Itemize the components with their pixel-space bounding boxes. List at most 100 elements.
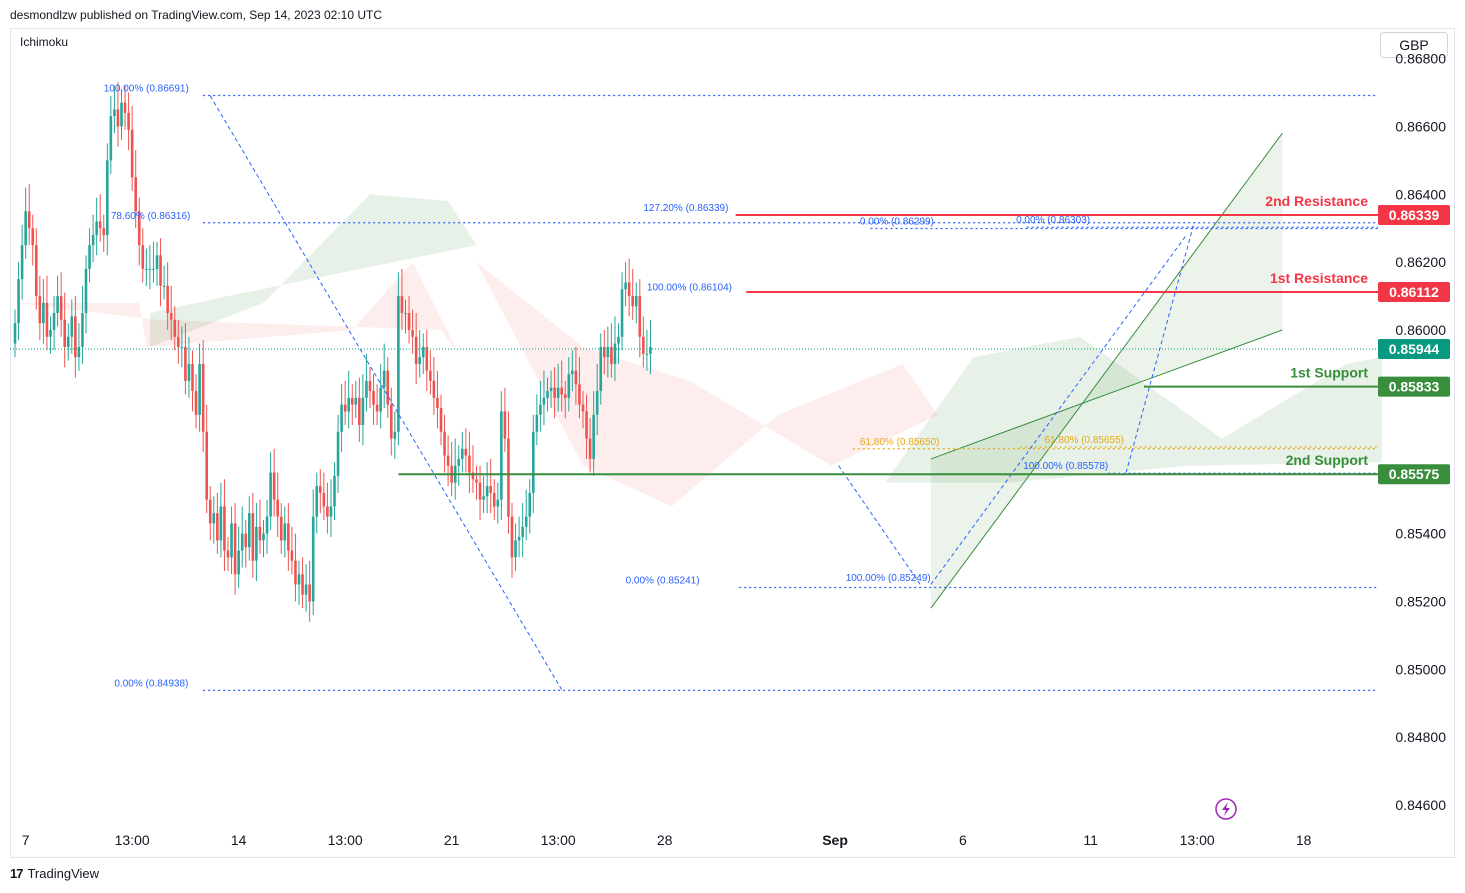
candle (180, 326, 184, 368)
candle-body (333, 475, 336, 507)
candle-body (610, 346, 613, 364)
candle (368, 367, 372, 409)
candle (91, 214, 95, 263)
candle-body (482, 496, 485, 500)
candle (38, 275, 42, 341)
candle-body (553, 387, 556, 398)
candle (106, 143, 109, 256)
candle (535, 394, 539, 446)
candle (340, 384, 343, 453)
candle-body (425, 346, 429, 371)
candle-body (638, 296, 642, 337)
y-tick-label: 0.86400 (1395, 186, 1446, 202)
fib-label: 0.00% (0.86299) (860, 217, 934, 228)
candle-body (237, 550, 240, 575)
ichimoku-cloud-bear-2 (476, 262, 938, 507)
candle (212, 496, 216, 544)
candle (556, 363, 560, 412)
candle-body (216, 513, 219, 541)
y-tick-label: 0.85000 (1395, 661, 1446, 677)
candle-body (152, 268, 155, 270)
candle-body (251, 513, 255, 561)
fib-label: 100.00% (0.85578) (1023, 461, 1108, 472)
candle-body (106, 160, 109, 235)
candle-body (27, 211, 31, 229)
candle (585, 394, 588, 459)
candle (216, 492, 219, 554)
candle (532, 414, 535, 514)
candle-body (411, 329, 414, 337)
candle-body (464, 448, 468, 456)
currency-button[interactable]: GBP (1380, 32, 1448, 58)
tradingview-logo-icon: 17 (10, 866, 24, 881)
candle-body (503, 411, 507, 439)
candle (503, 387, 507, 453)
candle (546, 377, 549, 412)
candle-body (219, 506, 223, 541)
candle (358, 377, 361, 442)
candle-body (17, 279, 20, 324)
candle (404, 299, 407, 334)
indicator-label[interactable]: Ichimoku (20, 35, 69, 49)
candle-body (397, 296, 400, 432)
candle-body (35, 245, 38, 297)
candle (407, 296, 411, 344)
fib-label: 78.60% (0.86316) (111, 211, 191, 222)
candle-body (446, 455, 450, 466)
candle-body (276, 499, 279, 517)
candle (17, 262, 20, 341)
candle (390, 387, 393, 456)
candle-body (311, 516, 315, 602)
candle-body (524, 516, 528, 527)
candle (152, 241, 155, 283)
candle-body (279, 516, 283, 541)
candle-body (272, 472, 276, 500)
candle (485, 462, 489, 514)
fib-label: 100.00% (0.86104) (647, 283, 732, 294)
candle (468, 431, 471, 493)
candle-body (77, 346, 81, 358)
candle (244, 520, 248, 568)
candle-body (56, 296, 59, 314)
candle-body (400, 296, 404, 314)
candle (66, 323, 70, 361)
level-price-text: 0.85575 (1389, 466, 1440, 482)
candle-body (606, 346, 610, 358)
candle-body (102, 228, 106, 235)
candle-body (567, 374, 571, 398)
candle (88, 228, 91, 283)
candle (116, 82, 120, 147)
candle (432, 357, 436, 415)
candle (560, 360, 563, 412)
candle (240, 506, 244, 568)
footer: 17 TradingView (10, 866, 99, 881)
level-price-tag (1378, 204, 1450, 225)
candle (379, 363, 382, 429)
candle-body (74, 316, 77, 358)
candle-body (198, 363, 201, 415)
fib-label: 0.00% (0.84938) (114, 678, 188, 689)
channel-upper-line (930, 132, 1283, 609)
level-label: 1st Support (1290, 365, 1368, 381)
candle-body (326, 506, 329, 517)
candle-body (130, 129, 134, 178)
candle-body (421, 346, 425, 358)
candle (567, 357, 571, 412)
candle (63, 292, 66, 368)
candle-body (574, 370, 578, 385)
candle-body (297, 574, 301, 585)
candle (177, 319, 180, 364)
candle-body (59, 296, 63, 320)
candle-body (329, 506, 333, 517)
candle (251, 492, 255, 578)
candle-body (347, 397, 350, 412)
candle (201, 340, 205, 453)
candle (169, 285, 173, 341)
fib-label: 100.00% (0.85249) (846, 573, 931, 584)
candle-body (620, 289, 624, 337)
ichimoku-cloud-bear (15, 262, 459, 354)
y-tick-label: 0.86000 (1395, 322, 1446, 338)
candle (208, 486, 212, 541)
candle (81, 285, 84, 364)
